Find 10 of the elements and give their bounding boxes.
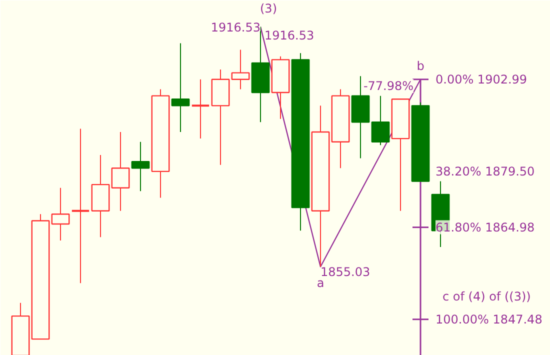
annotation: 38.20% 1879.50 xyxy=(436,164,535,178)
annotation: 1916.53 xyxy=(210,20,260,34)
text: (3) xyxy=(260,2,277,16)
annotation: 61.80% 1864.98 xyxy=(436,220,535,234)
annotation: -77.98% xyxy=(363,78,414,93)
annotation: b xyxy=(416,59,424,74)
annotation: 0.00% 1902.99 xyxy=(436,72,528,86)
annotation: c of (4) of ((3)) xyxy=(442,289,531,304)
annotation: 1916.53 xyxy=(264,28,314,43)
annotation: 100.00% 1847.48 xyxy=(436,312,542,326)
